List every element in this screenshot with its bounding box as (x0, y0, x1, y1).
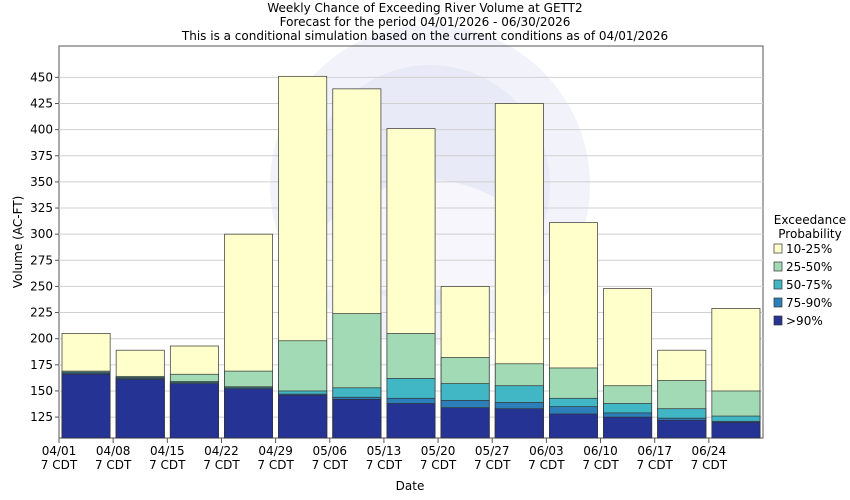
bar-segment (115, 379, 165, 439)
y-tick-label: 400 (30, 123, 53, 137)
x-tick-label: 05/13 (367, 444, 402, 458)
bar-group-05-27 (494, 103, 544, 439)
legend-title-line2: Probability (778, 227, 841, 241)
y-tick-label: 275 (30, 253, 53, 267)
x-tick-label: 06/24 (692, 444, 727, 458)
y-tick-label: 375 (30, 149, 53, 163)
x-tick-label: 04/29 (258, 444, 293, 458)
x-tick-sublabel: 7 CDT (41, 458, 78, 472)
bar-group-06-24 (711, 308, 761, 439)
legend: Exceedance Probability 10-25% 25-50% 50-75… (773, 213, 846, 328)
legend-entry: 50-75% (786, 278, 832, 292)
x-tick-sublabel: 7 CDT (312, 458, 349, 472)
x-tick-sublabel: 7 CDT (474, 458, 511, 472)
y-tick-label: 250 (30, 279, 53, 293)
bar-group-06-03 (549, 222, 598, 439)
x-tick-label: 05/20 (421, 444, 456, 458)
y-tick-label: 225 (30, 306, 53, 320)
x-tick-sublabel: 7 CDT (366, 458, 403, 472)
bar-segment (603, 416, 653, 439)
legend-entry: >90% (786, 314, 823, 328)
x-tick-sublabel: 7 CDT (257, 458, 294, 472)
x-tick-sublabel: 7 CDT (528, 458, 565, 472)
x-tick-label: 04/22 (204, 444, 239, 458)
x-axis-label: Date (396, 479, 425, 493)
x-tick-sublabel: 7 CDT (420, 458, 457, 472)
x-tick-label: 05/06 (312, 444, 347, 458)
bar-segment (549, 413, 598, 439)
bar-segment (278, 394, 328, 439)
bar-group-04-29 (278, 75, 328, 439)
bar-group-04-22 (224, 233, 273, 439)
bar-segment (440, 407, 490, 439)
bar-segment (224, 388, 273, 439)
legend-entry: 25-50% (786, 260, 832, 274)
bar-group-04-08 (115, 349, 165, 439)
legend-entry: 10-25% (786, 242, 832, 256)
x-tick-label: 05/27 (475, 444, 510, 458)
y-tick-label: 450 (30, 70, 53, 84)
bars (61, 75, 761, 439)
chart-title: Weekly Chance of Exceeding River Volume … (267, 1, 582, 15)
legend-entry: 75-90% (786, 296, 832, 310)
y-tick-label: 150 (30, 384, 53, 398)
bar-group-04-15 (169, 345, 219, 439)
legend-swatch (773, 279, 783, 290)
bar-segment (332, 398, 382, 439)
x-tick-sublabel: 7 CDT (582, 458, 619, 472)
legend-swatch (773, 297, 783, 308)
x-tick-label: 06/03 (529, 444, 564, 458)
legend-swatch (773, 261, 783, 272)
bar-segment (711, 421, 761, 439)
x-tick-sublabel: 7 CDT (95, 458, 132, 472)
y-tick-label: 125 (30, 410, 53, 424)
bar-group-06-10 (603, 288, 653, 439)
bar-segment (657, 419, 707, 439)
y-tick-label: 175 (30, 358, 53, 372)
bar-segment (61, 373, 111, 439)
y-tick-label: 325 (30, 201, 53, 215)
bar-segment (169, 383, 219, 439)
x-tick-label: 04/01 (42, 444, 77, 458)
x-tick-label: 04/15 (150, 444, 185, 458)
y-axis: 125 150 175 200 225 250 275 300 325 350 375 400 425 4… (30, 70, 59, 424)
bar-group-04-01 (61, 333, 111, 439)
y-tick-label: 425 (30, 96, 53, 110)
bar-group-05-13 (386, 128, 436, 439)
y-tick-label: 300 (30, 227, 53, 241)
x-tick-label: 06/17 (637, 444, 672, 458)
y-tick-label: 350 (30, 175, 53, 189)
bar-group-06-17 (657, 349, 707, 439)
x-tick-sublabel: 7 CDT (636, 458, 673, 472)
legend-title-line1: Exceedance (774, 213, 846, 227)
bar-group-05-20 (440, 286, 490, 439)
legend-swatch (773, 315, 783, 326)
chart-subtitle: Forecast for the period 04/01/2026 - 06/… (280, 15, 571, 29)
bar-segment (494, 408, 544, 439)
x-tick-sublabel: 7 CDT (691, 458, 728, 472)
x-tick-label: 04/08 (96, 444, 131, 458)
bar-group-05-06 (332, 88, 382, 439)
x-tick-label: 06/10 (583, 444, 618, 458)
bar-segment (386, 403, 436, 439)
y-axis-label: Volume (AC-FT) (11, 196, 25, 289)
x-tick-sublabel: 7 CDT (203, 458, 240, 472)
legend-swatch (773, 243, 783, 254)
chart-subtitle-2: This is a conditional simulation based o… (181, 29, 668, 43)
y-tick-label: 200 (30, 332, 53, 346)
x-tick-sublabel: 7 CDT (149, 458, 186, 472)
